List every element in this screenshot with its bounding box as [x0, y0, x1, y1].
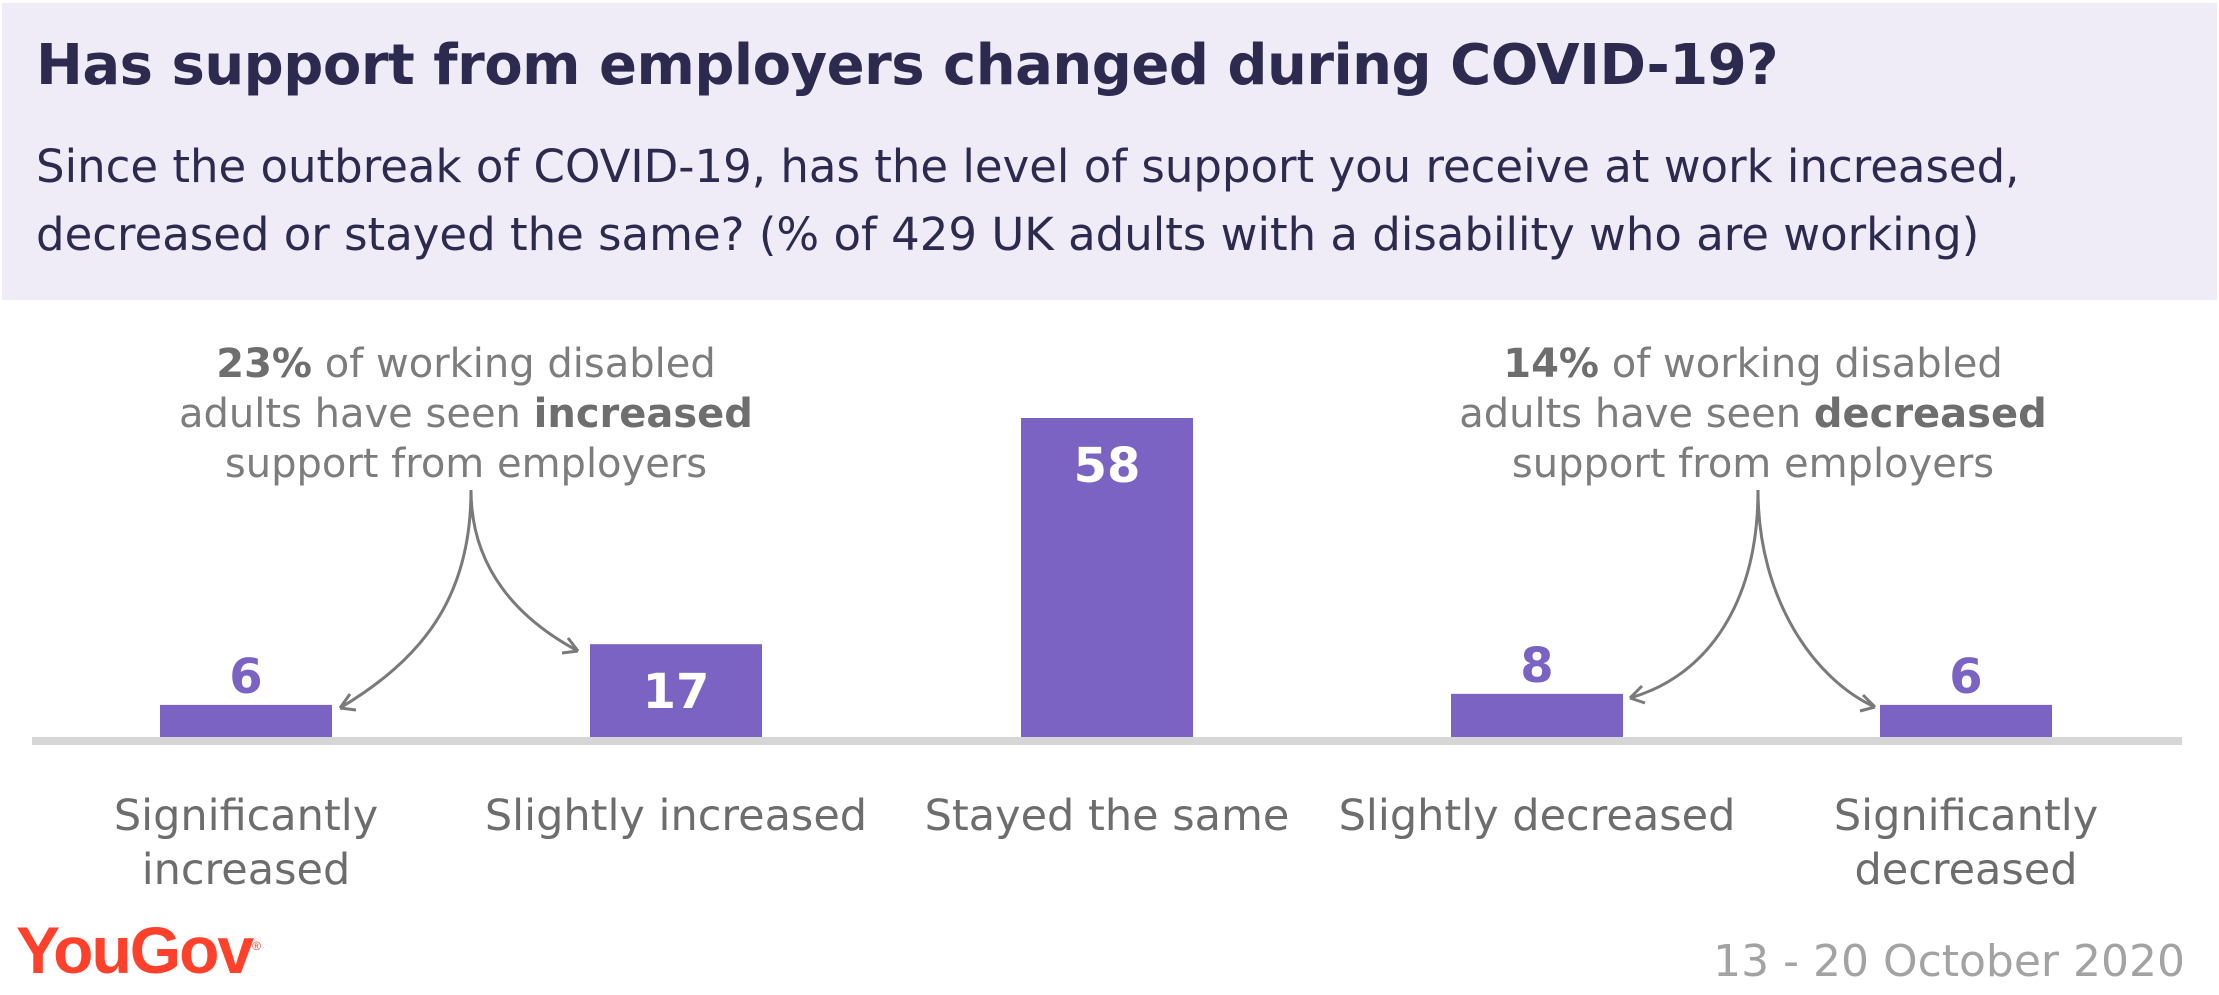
bars-group — [160, 418, 2052, 738]
bar-0 — [160, 704, 332, 738]
arrow-head — [561, 637, 580, 655]
category-label-3: Slightly decreased — [1338, 791, 1736, 841]
arrow-to-slightly-increased — [469, 489, 579, 653]
arrow-head — [1859, 693, 1877, 713]
value-label-4: 6 — [1949, 649, 1982, 705]
annotation-increased-text1: of working disabled adults have seen — [179, 341, 716, 437]
annotation-increased-text2: support from employers — [224, 441, 708, 487]
value-label-0: 6 — [229, 649, 262, 705]
arrow-to-significantly-decreased — [1756, 489, 1876, 709]
annotation-increased-pct: 23% — [216, 341, 313, 387]
chart-title: Has support from employers changed durin… — [36, 33, 1779, 98]
bar-3 — [1451, 693, 1623, 738]
annotation-arrows — [338, 489, 1877, 713]
annotation-increased: 23% of working disabled adults have seen… — [156, 339, 776, 489]
logo-text: YouGov — [16, 913, 254, 987]
annotation-decreased-text2: support from employers — [1511, 441, 1995, 487]
value-label-1: 17 — [643, 664, 710, 720]
fieldwork-date: 13 - 20 October 2020 — [1713, 936, 2185, 987]
arrow-to-significantly-increased — [339, 489, 473, 710]
value-labels-group: 6 17 58 8 6 — [229, 438, 1982, 720]
bar-2 — [1021, 418, 1193, 738]
bar-1 — [590, 644, 762, 738]
bar-4 — [1880, 704, 2052, 738]
category-label-4: Significantly decreased — [1833, 791, 2099, 895]
category-label-0: Significantly increased — [113, 791, 379, 895]
value-label-3: 8 — [1520, 638, 1553, 694]
category-label-1: Slightly increased — [484, 791, 868, 841]
arrow-head — [1628, 684, 1646, 705]
category-label-2: Stayed the same — [924, 791, 1290, 841]
value-label-2: 58 — [1074, 438, 1141, 494]
annotation-increased-emph: increased — [533, 391, 753, 437]
arrow-to-slightly-decreased — [1629, 489, 1760, 700]
annotation-decreased: 14% of working disabled adults have seen… — [1443, 339, 2063, 489]
chart-subtitle: Since the outbreak of COVID-19, has the … — [36, 140, 2020, 261]
arrow-head — [338, 693, 357, 712]
annotation-decreased-emph: decreased — [1813, 391, 2047, 437]
yougov-logo: YouGov® — [16, 913, 261, 987]
annotation-decreased-pct: 14% — [1503, 341, 1600, 387]
annotation-decreased-text1: of working disabled adults have seen — [1459, 341, 2003, 437]
header-panel: Has support from employers changed durin… — [2, 3, 2217, 300]
